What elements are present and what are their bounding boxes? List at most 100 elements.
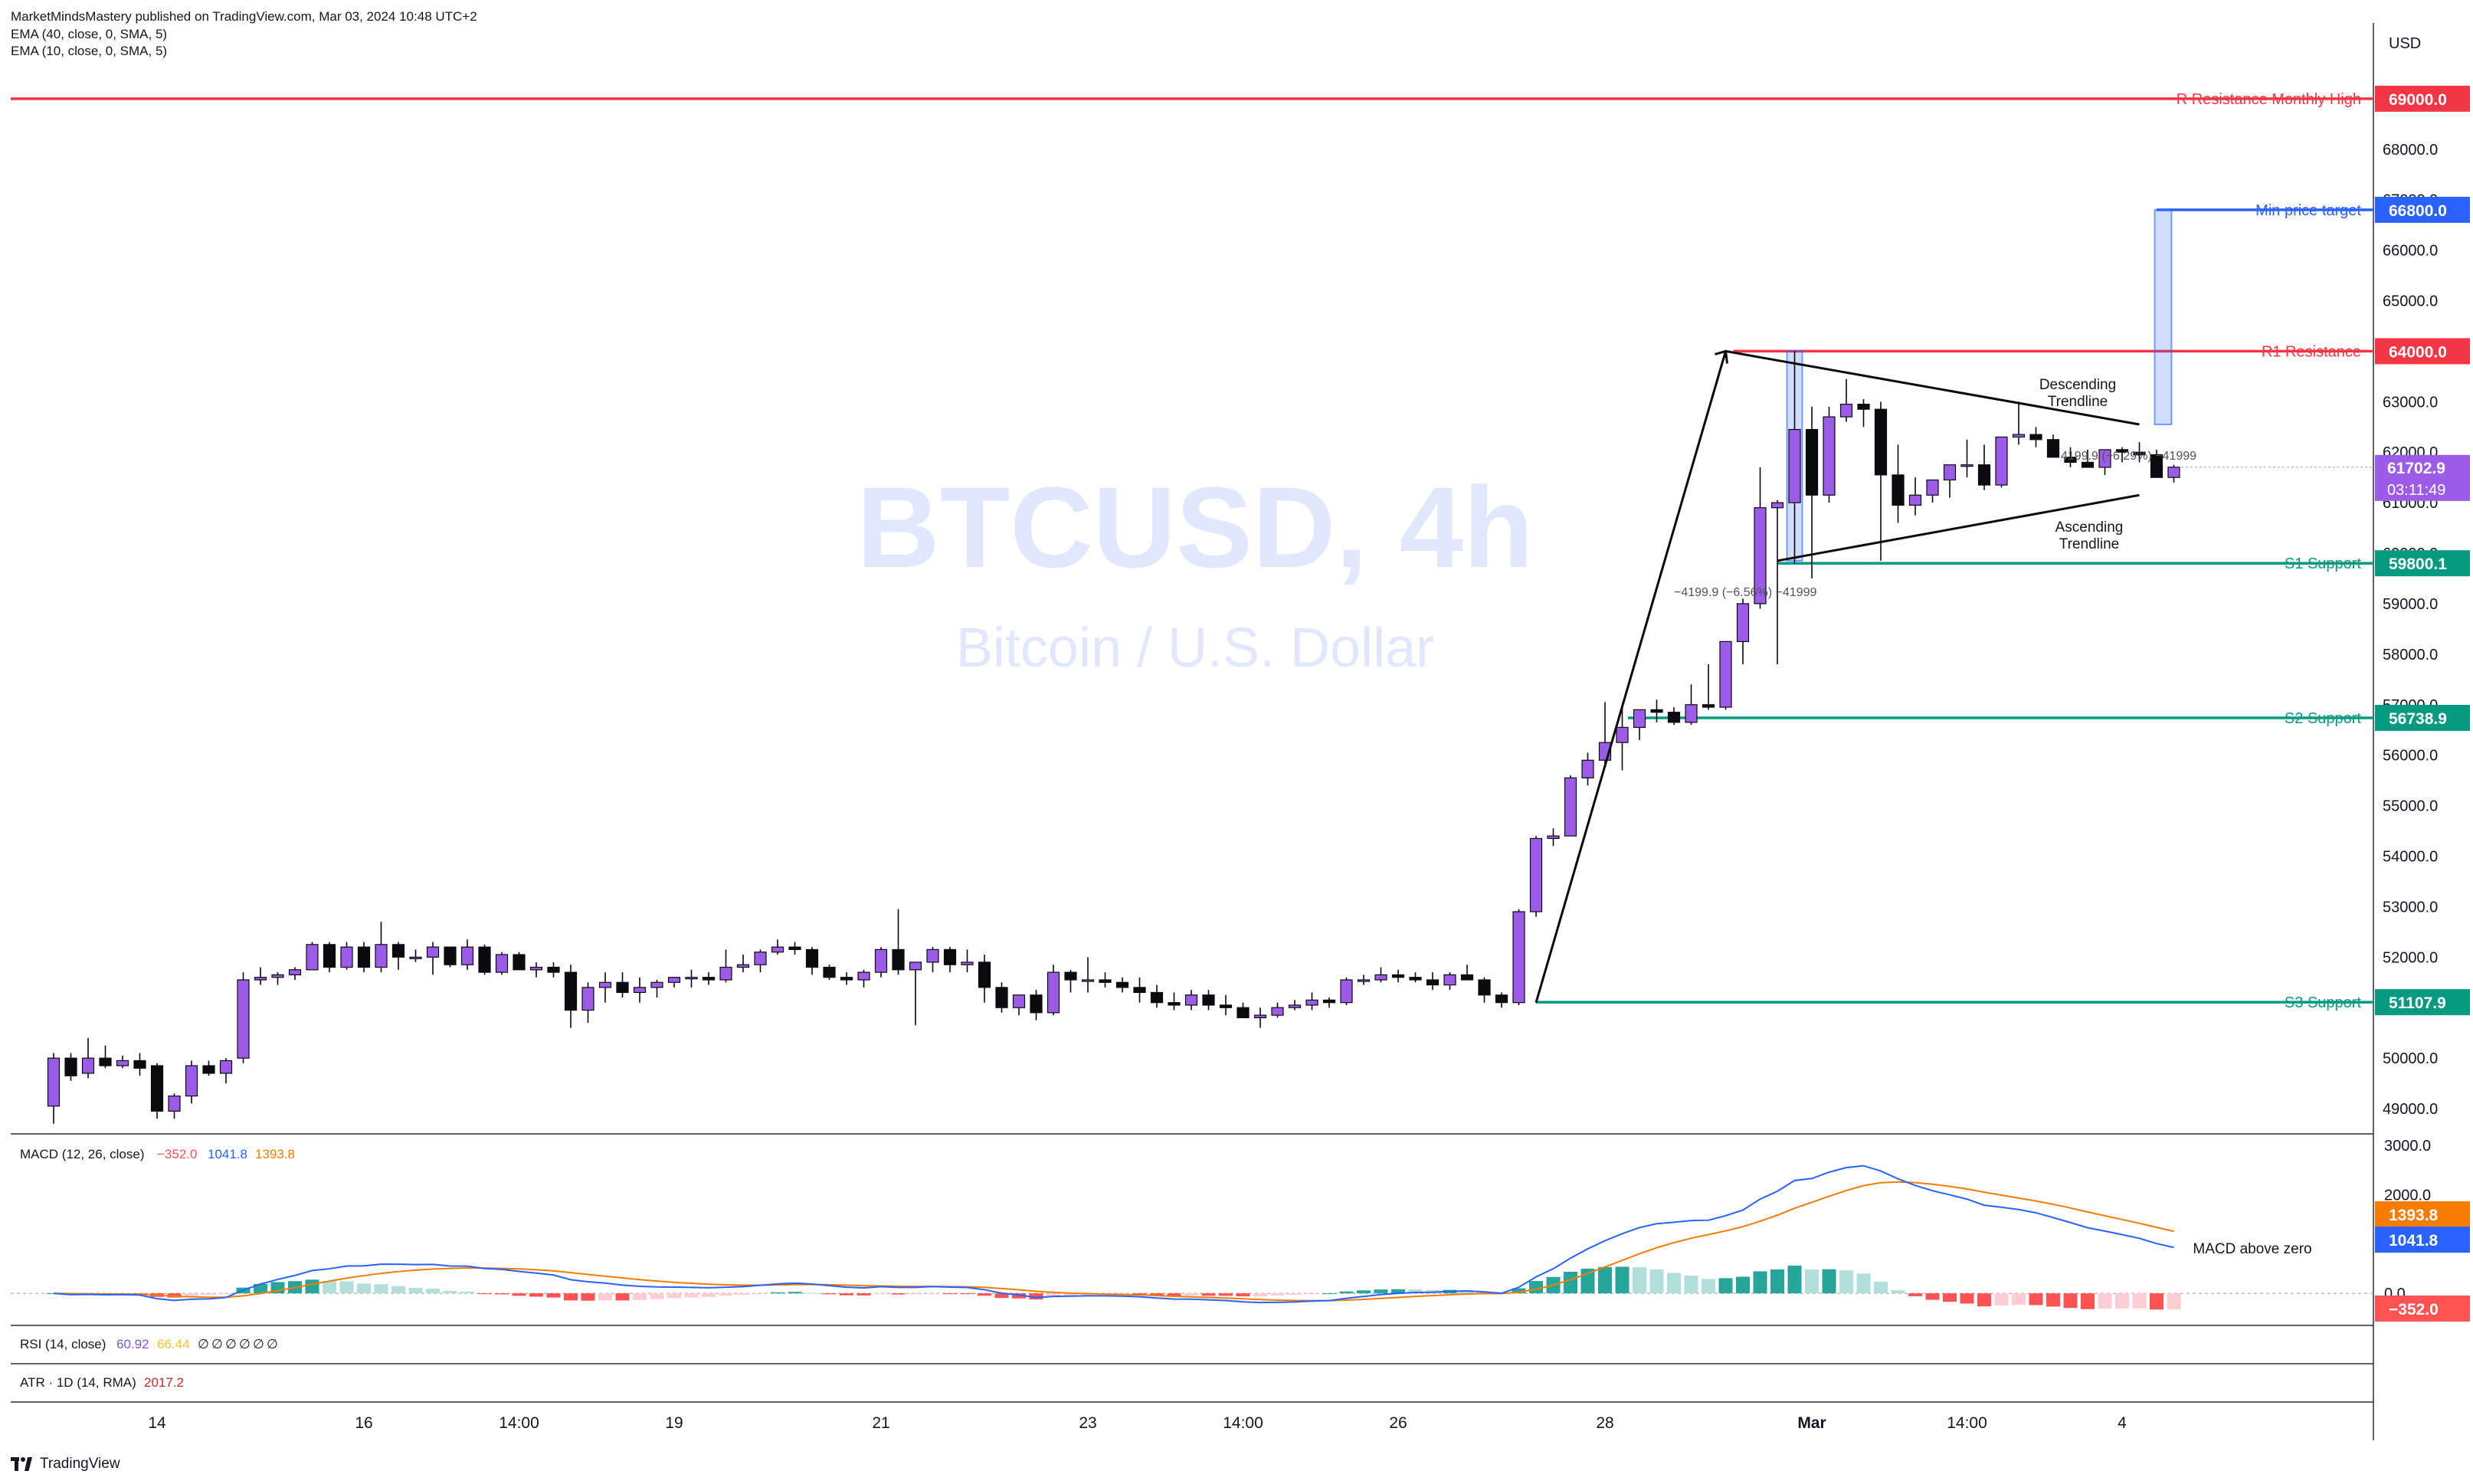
candle[interactable] [357,942,371,973]
candle[interactable] [1857,399,1870,428]
candle[interactable] [495,952,509,975]
candle[interactable] [2012,401,2026,445]
candle[interactable] [650,979,663,998]
candle[interactable] [168,1093,181,1119]
ema-40-legend[interactable]: EMA (40, close, 0, SMA, 5) [11,27,168,41]
candle[interactable] [1581,752,1594,786]
candle[interactable] [1719,640,1732,710]
candle[interactable] [306,942,319,971]
candle[interactable] [2133,442,2146,463]
candle[interactable] [2081,449,2095,468]
candle[interactable] [1133,977,1146,1003]
candle[interactable] [1012,994,1026,1016]
candle[interactable] [805,947,819,975]
projection-drawings[interactable] [1786,208,2173,562]
candle[interactable] [1995,436,2008,488]
candle[interactable] [1495,992,1508,1008]
candle[interactable] [1667,707,1681,726]
candle[interactable] [1374,967,1387,983]
candle[interactable] [2098,449,2111,475]
candle[interactable] [2064,447,2077,467]
rsi-pane[interactable]: RSI (14, close) 60.92 66.44 ∅ ∅ ∅ ∅ ∅ ∅ [20,1337,278,1351]
candle[interactable] [1616,704,1629,771]
candle[interactable] [1892,444,1905,523]
candle[interactable] [1685,684,1698,726]
candle[interactable] [254,967,267,985]
candle[interactable] [1650,699,1663,722]
candle[interactable] [685,969,698,988]
candle[interactable] [667,977,681,988]
candle[interactable] [133,1053,146,1076]
candle[interactable] [1150,984,1164,1008]
candle[interactable] [426,942,440,975]
candle[interactable] [1219,994,1233,1016]
candle[interactable] [874,947,888,978]
candle[interactable] [81,1037,95,1079]
candle[interactable] [323,942,336,973]
candle[interactable] [1064,969,1077,993]
candle[interactable] [1426,972,1440,991]
candle[interactable] [202,1060,215,1076]
candle[interactable] [1236,1002,1250,1019]
candle[interactable] [1943,464,1957,498]
candle[interactable] [391,942,405,970]
trendlines[interactable] [1535,349,2140,1004]
candle[interactable] [995,982,1008,1013]
candle[interactable] [219,1058,233,1084]
candle[interactable] [1770,500,1784,665]
candle[interactable] [64,1053,77,1081]
tradingview-brand[interactable]: TradingView [11,1456,120,1473]
candle[interactable] [702,972,716,985]
candle[interactable] [237,972,250,1063]
candle[interactable] [1874,401,1888,561]
candle[interactable] [1805,406,1819,578]
candle[interactable] [754,949,767,973]
candle[interactable] [409,949,422,962]
candle[interactable] [2029,427,2042,447]
candle[interactable] [943,947,957,973]
ascending-trendline[interactable] [1777,493,2140,562]
candle[interactable] [719,949,732,983]
candle[interactable] [150,1063,164,1119]
candle[interactable] [547,961,560,978]
candle[interactable] [909,961,922,1026]
current-price-tag[interactable]: 61702.9 03:11:49 [2181,454,2471,501]
candle[interactable] [1409,972,1422,983]
candle[interactable] [1047,965,1060,1016]
candle[interactable] [1547,828,1560,847]
candle[interactable] [47,1053,61,1124]
candle[interactable] [1960,439,1973,478]
macd-pane[interactable]: MACD (12, 26, close) −352.0 1041.8 1393.8 30… [11,1138,2470,1322]
candle[interactable] [1030,990,1043,1020]
atr-pane[interactable]: ATR · 1D (14, RMA) 2017.2 [20,1375,184,1390]
candle[interactable] [926,947,939,973]
candle[interactable] [1271,1002,1284,1018]
candle[interactable] [1702,664,1715,710]
candle[interactable] [788,942,801,955]
candle[interactable] [1478,977,1491,1003]
candle[interactable] [444,946,457,968]
candle[interactable] [1977,444,1991,490]
candle[interactable] [460,939,474,970]
candle[interactable] [1908,477,1922,516]
candle[interactable] [2115,447,2129,463]
candle[interactable] [1823,406,1836,503]
candle[interactable] [1288,1000,1302,1011]
candle[interactable] [1460,965,1474,981]
candle[interactable] [478,944,491,975]
candle[interactable] [1788,351,1801,564]
candle[interactable] [616,972,629,998]
candle[interactable] [771,939,784,955]
candle[interactable] [564,965,578,1028]
candle[interactable] [1391,969,1405,983]
flagpole-line[interactable] [1535,350,1727,1004]
candle[interactable] [1184,990,1198,1011]
candle[interactable] [1081,957,1095,993]
candle[interactable] [1322,998,1336,1008]
candle[interactable] [1926,479,1939,503]
candle[interactable] [1839,378,1853,422]
candle[interactable] [1305,992,1318,1011]
candle[interactable] [1340,977,1353,1005]
candle[interactable] [1168,992,1181,1011]
currency-label[interactable]: USD [2389,35,2422,52]
